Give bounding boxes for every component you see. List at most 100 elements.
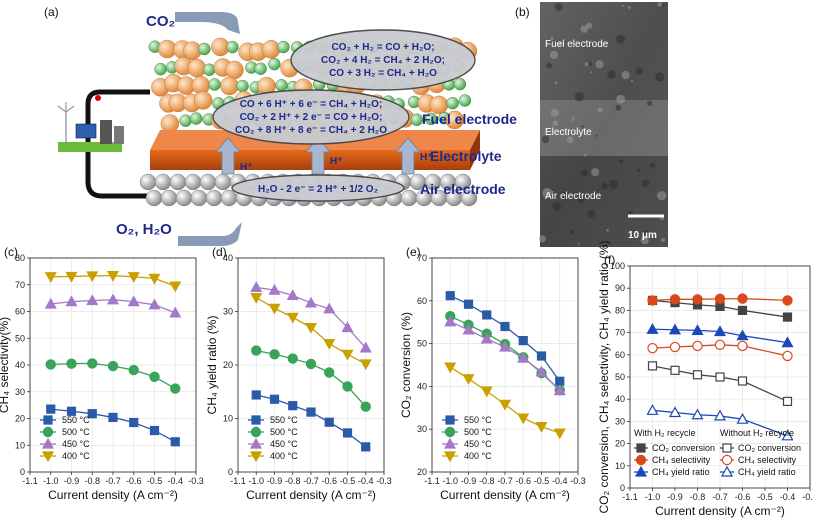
data-point <box>304 322 318 334</box>
data-point <box>692 370 703 380</box>
y-tick-label: 30 <box>615 416 625 426</box>
legend-marker <box>41 437 55 449</box>
y-tick-label: 20 <box>417 467 427 477</box>
data-point <box>341 321 354 333</box>
y-tick-label: 90 <box>615 283 625 293</box>
x-tick-label: -1.0 <box>43 476 59 486</box>
data-point <box>482 310 492 320</box>
sem-grain <box>619 159 623 163</box>
data-point <box>691 408 704 420</box>
series-line <box>652 409 788 437</box>
eq-mid-2: CO₂ + 2 H⁺ + 2 e⁻ = CO + H₂O; <box>240 112 383 123</box>
sem-grain <box>549 41 553 45</box>
data-point <box>127 272 140 283</box>
data-point <box>342 428 353 438</box>
legend-marker <box>41 451 55 463</box>
green-particle <box>203 63 216 76</box>
sem-grain <box>580 25 588 33</box>
sem-grain <box>590 71 593 74</box>
data-point <box>737 305 748 315</box>
green-particle <box>190 112 203 125</box>
data-point <box>462 374 475 385</box>
x-axis-label: Current density (A cm⁻²) <box>246 488 376 502</box>
gray-particle <box>175 189 193 207</box>
data-point <box>324 367 335 378</box>
x-tick-label: -0.9 <box>667 492 683 502</box>
sem-grain <box>643 230 649 236</box>
data-point <box>342 381 353 392</box>
series-line <box>652 328 788 344</box>
x-tick-label: -0.5 <box>340 476 356 486</box>
sem-grain <box>571 118 575 122</box>
data-point <box>500 321 510 332</box>
sem-grain <box>595 60 604 69</box>
sem-grain <box>566 136 574 144</box>
data-point <box>444 315 457 327</box>
y-tick-label: 40 <box>417 381 427 391</box>
y-tick-label: 20 <box>223 360 233 370</box>
y-tick-label: 10 <box>615 461 625 471</box>
sem-grain <box>661 238 666 243</box>
data-point <box>670 365 680 375</box>
data-point <box>286 289 299 301</box>
sem-grain <box>577 197 584 203</box>
x-tick-label: -1.0 <box>248 476 264 486</box>
legend-entry: CO₂ conversion <box>738 443 801 453</box>
data-point <box>286 312 299 324</box>
legend-marker <box>635 454 647 466</box>
o2-h2o-arrow-icon <box>178 222 242 246</box>
data-point <box>646 323 659 334</box>
legend-marker <box>721 454 733 466</box>
legend-marker <box>251 415 261 425</box>
data-point <box>305 358 317 370</box>
data-point <box>341 349 354 361</box>
y-tick-label: 0 <box>620 483 625 493</box>
sem-grain <box>581 125 584 128</box>
data-point <box>736 412 749 424</box>
data-point <box>360 401 371 412</box>
data-point <box>149 425 160 436</box>
data-point <box>668 323 682 335</box>
sem-electrolyte-region <box>540 100 668 156</box>
data-point <box>737 340 748 352</box>
x-tick-label: -0.6 <box>735 492 751 502</box>
data-point <box>324 417 334 427</box>
x-tick-label: -1.1 <box>230 476 246 486</box>
panel-a: (a) CO₂ H⁺ H⁺ <box>44 5 517 246</box>
x-tick-label: -0.6 <box>321 476 337 486</box>
gray-particle <box>199 173 217 191</box>
y-tick-label: 20 <box>15 414 25 424</box>
y-axis-label: CO₂ conversion, CH₄ selectivity, CH₄ yie… <box>597 241 611 514</box>
data-point <box>251 345 262 356</box>
orange-particle <box>187 58 207 78</box>
data-point <box>250 292 263 304</box>
gray-particle <box>400 189 418 207</box>
data-point <box>127 295 140 307</box>
data-point <box>288 401 298 411</box>
data-point <box>66 358 77 369</box>
electron-dot <box>95 95 101 101</box>
data-point <box>517 351 530 363</box>
green-particle <box>458 94 472 107</box>
sem-grain <box>597 107 603 113</box>
data-point <box>736 329 749 341</box>
data-point <box>555 376 565 386</box>
y-tick-label: 30 <box>15 387 25 397</box>
x-tick-label: -0.4 <box>552 476 568 486</box>
sem-electrolyte-label: Electrolyte <box>545 127 592 138</box>
proton-label: H⁺ <box>240 162 253 173</box>
x-tick-label: -0.3 <box>802 492 813 502</box>
sem-grain <box>538 235 546 243</box>
gray-particle <box>154 173 172 191</box>
sem-grain <box>657 190 667 201</box>
legend-entry: 450 °C <box>270 439 298 449</box>
data-point <box>535 365 548 377</box>
chart-d: (d) -1.1 -1.0 -0.9 -0.8 -0.7 -0.6 -0.5 -0.4 -0.3 0… <box>205 245 392 502</box>
y-tick-label: 20 <box>615 439 625 449</box>
sem-grain <box>541 135 550 144</box>
x-tick-label: -0.9 <box>64 476 80 486</box>
sem-grain <box>569 229 574 234</box>
gray-particle <box>454 173 472 191</box>
legend-entry: CH₄ selectivity <box>738 455 797 465</box>
legend-entry: 450 °C <box>62 439 90 449</box>
